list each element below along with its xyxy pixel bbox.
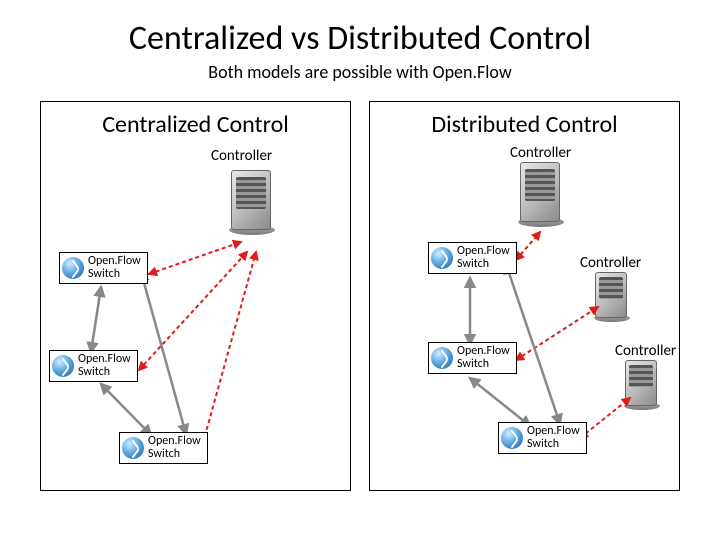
openflow-switch: Open.FlowSwitch [428,242,517,274]
switch-label-line2: Switch [78,365,110,379]
switch-icon [62,257,84,279]
server-icon [625,360,671,430]
panel-title-left: Centralized Control [41,110,350,139]
page-subtitle: Both models are possible with Open.Flow [0,61,720,83]
panel-distributed: Distributed Control Controller Controlle… [369,101,680,491]
panels-container: Centralized Control Controller [0,83,720,491]
switch-icon [52,355,74,377]
controller-label: Controller [510,144,571,162]
switch-icon [501,427,523,449]
openflow-switch: Open.FlowSwitch [119,432,208,464]
switch-label-line1: Open.Flow [457,344,510,358]
switch-label-line1: Open.Flow [148,434,201,448]
openflow-switch: Open.FlowSwitch [498,422,587,454]
panel-title-right: Distributed Control [370,110,679,139]
switch-label-line1: Open.Flow [527,424,580,438]
server-icon [520,162,566,232]
switch-label-line1: Open.Flow [457,244,510,258]
controller-label: Controller [580,254,641,272]
controller-label: Controller [615,342,676,360]
switch-label-line2: Switch [148,447,180,461]
openflow-switch: Open.FlowSwitch [428,342,517,374]
panel-centralized: Centralized Control Controller [40,101,351,491]
switch-icon [431,247,453,269]
openflow-switch: Open.FlowSwitch [59,252,148,284]
switch-label-line2: Switch [88,267,120,281]
switch-icon [431,347,453,369]
server-icon [231,170,277,240]
switch-label-line1: Open.Flow [88,254,141,268]
switch-icon [122,437,144,459]
switch-label-line2: Switch [527,437,559,451]
switch-label-line2: Switch [457,357,489,371]
page-title: Centralized vs Distributed Control [0,0,720,59]
openflow-switch: Open.FlowSwitch [49,350,138,382]
switch-label-line2: Switch [457,257,489,271]
switch-label-line1: Open.Flow [78,352,131,366]
server-icon [595,272,641,342]
controller-label: Controller [211,147,272,165]
